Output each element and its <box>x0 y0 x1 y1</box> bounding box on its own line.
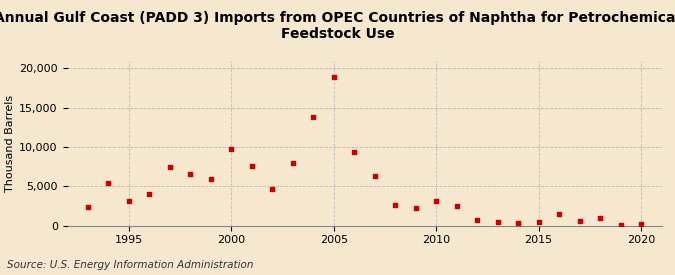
Point <box>595 216 605 221</box>
Point <box>390 203 401 207</box>
Point <box>533 219 544 224</box>
Point <box>574 219 585 223</box>
Point <box>308 115 319 119</box>
Point <box>328 75 339 79</box>
Point <box>431 199 441 203</box>
Point <box>369 174 380 178</box>
Point <box>82 204 93 209</box>
Point <box>144 192 155 196</box>
Text: Source: U.S. Energy Information Administration: Source: U.S. Energy Information Administ… <box>7 260 253 270</box>
Point <box>267 187 277 192</box>
Point <box>452 204 462 208</box>
Point <box>165 165 176 170</box>
Point <box>554 211 564 216</box>
Point <box>492 220 503 225</box>
Point <box>124 199 134 203</box>
Y-axis label: Thousand Barrels: Thousand Barrels <box>5 94 15 192</box>
Point <box>288 161 298 166</box>
Point <box>472 218 483 222</box>
Point <box>246 164 257 168</box>
Point <box>103 181 114 185</box>
Point <box>636 222 647 226</box>
Point <box>226 146 237 151</box>
Point <box>615 222 626 227</box>
Text: Annual Gulf Coast (PADD 3) Imports from OPEC Countries of Naphtha for Petrochemi: Annual Gulf Coast (PADD 3) Imports from … <box>0 11 675 41</box>
Point <box>513 221 524 225</box>
Point <box>185 171 196 176</box>
Point <box>349 150 360 155</box>
Point <box>205 177 216 181</box>
Point <box>410 206 421 210</box>
